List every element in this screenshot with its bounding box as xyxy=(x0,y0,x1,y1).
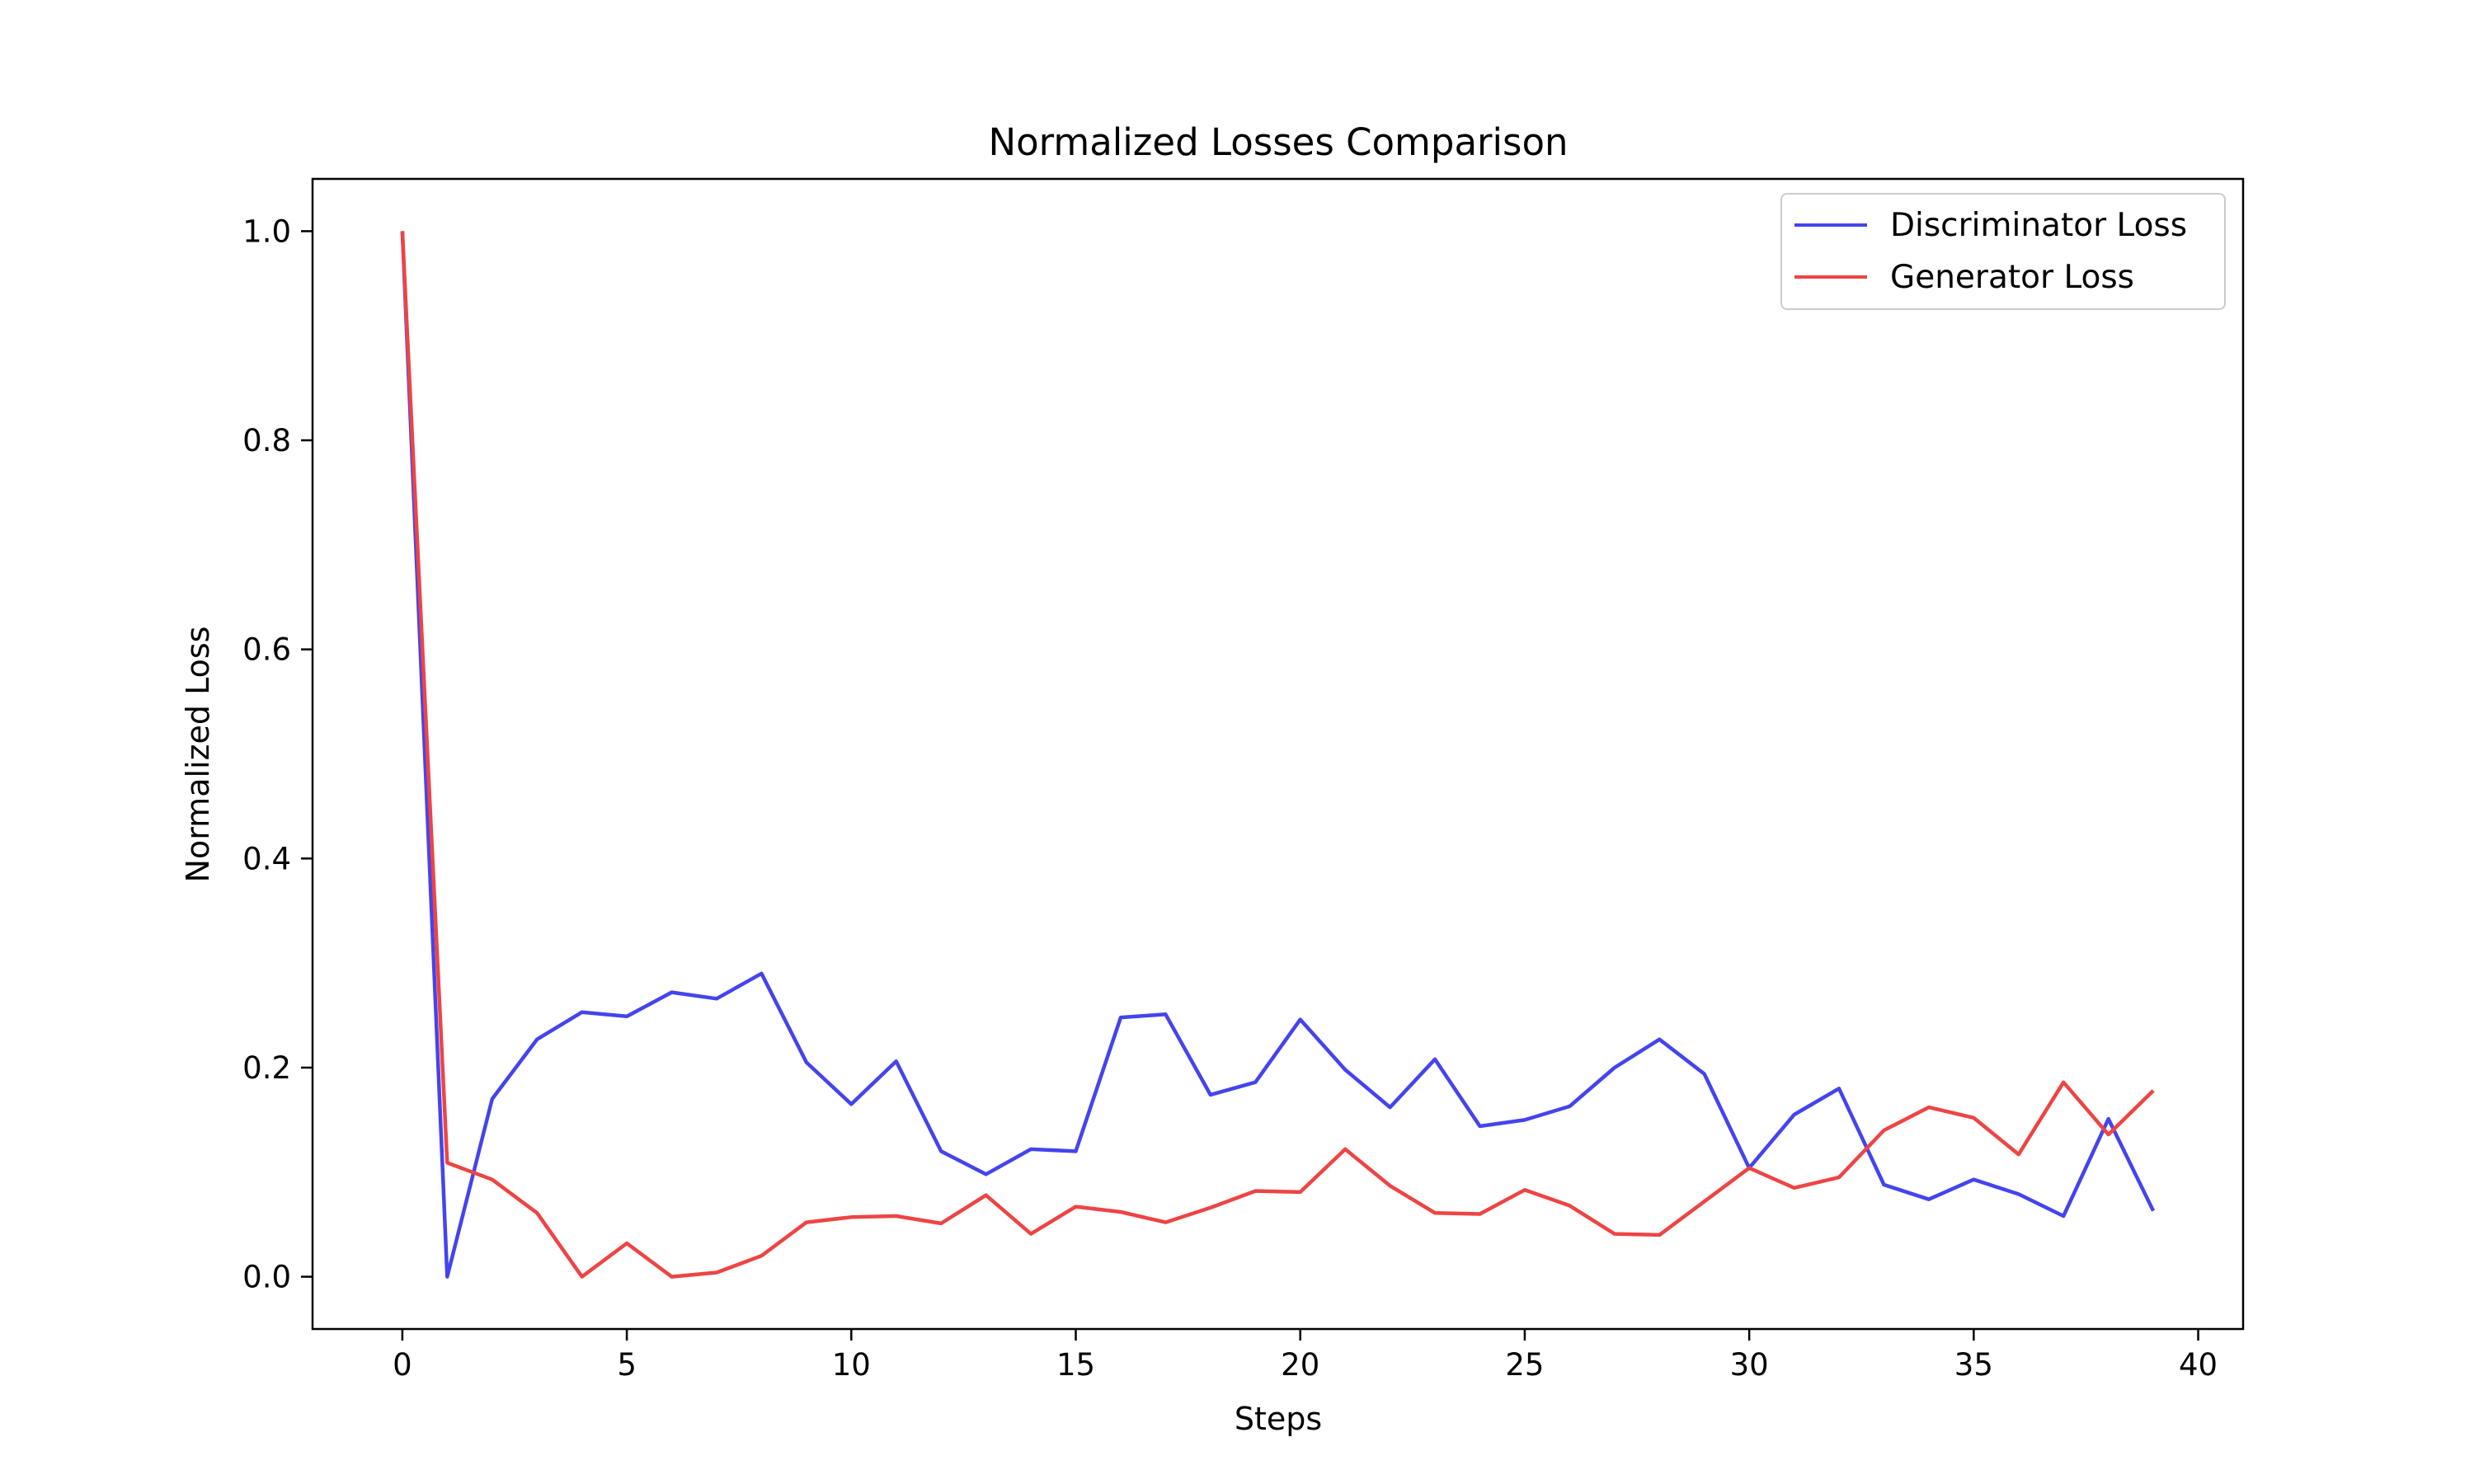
y-tick-label: 1.0 xyxy=(242,214,291,249)
y-tick-label: 0.4 xyxy=(242,841,291,876)
y-axis-label: Normalized Loss xyxy=(180,627,216,883)
y-tick-label: 0.8 xyxy=(242,423,291,458)
legend-box xyxy=(1780,193,2226,310)
y-tick-label: 0.2 xyxy=(242,1050,291,1086)
legend-label-discriminator: Discriminator Loss xyxy=(1890,207,2187,244)
series-layer xyxy=(400,231,2156,1279)
legend-label-generator: Generator Loss xyxy=(1890,259,2134,296)
x-tick-label: 35 xyxy=(1954,1347,1993,1383)
x-tick-label: 10 xyxy=(832,1347,871,1383)
x-tick-label: 15 xyxy=(1056,1347,1095,1383)
x-tick-label: 30 xyxy=(1730,1347,1769,1383)
x-tick-label: 20 xyxy=(1281,1347,1319,1383)
chart-title: Normalized Losses Comparison xyxy=(988,120,1568,164)
x-axis-label: Steps xyxy=(1235,1401,1322,1437)
x-tick-label: 25 xyxy=(1505,1347,1544,1383)
series-line-generator xyxy=(400,231,2155,1279)
x-tick-label: 5 xyxy=(617,1347,637,1383)
series-line-discriminator xyxy=(400,231,2156,1279)
plot-area-frame xyxy=(311,177,2245,1331)
y-tick-label: 0.6 xyxy=(242,632,291,668)
x-tick-label: 40 xyxy=(2179,1347,2218,1383)
x-tick-label: 0 xyxy=(393,1347,412,1383)
ticks-layer: 0 5 10 15 20 25 30 35 40 0.0 0.2 0.4 0.6 0.8 1.0 xyxy=(242,214,2218,1383)
y-tick-label: 0.0 xyxy=(242,1260,291,1295)
legend: Discriminator Loss Generator Loss xyxy=(1780,193,2226,310)
